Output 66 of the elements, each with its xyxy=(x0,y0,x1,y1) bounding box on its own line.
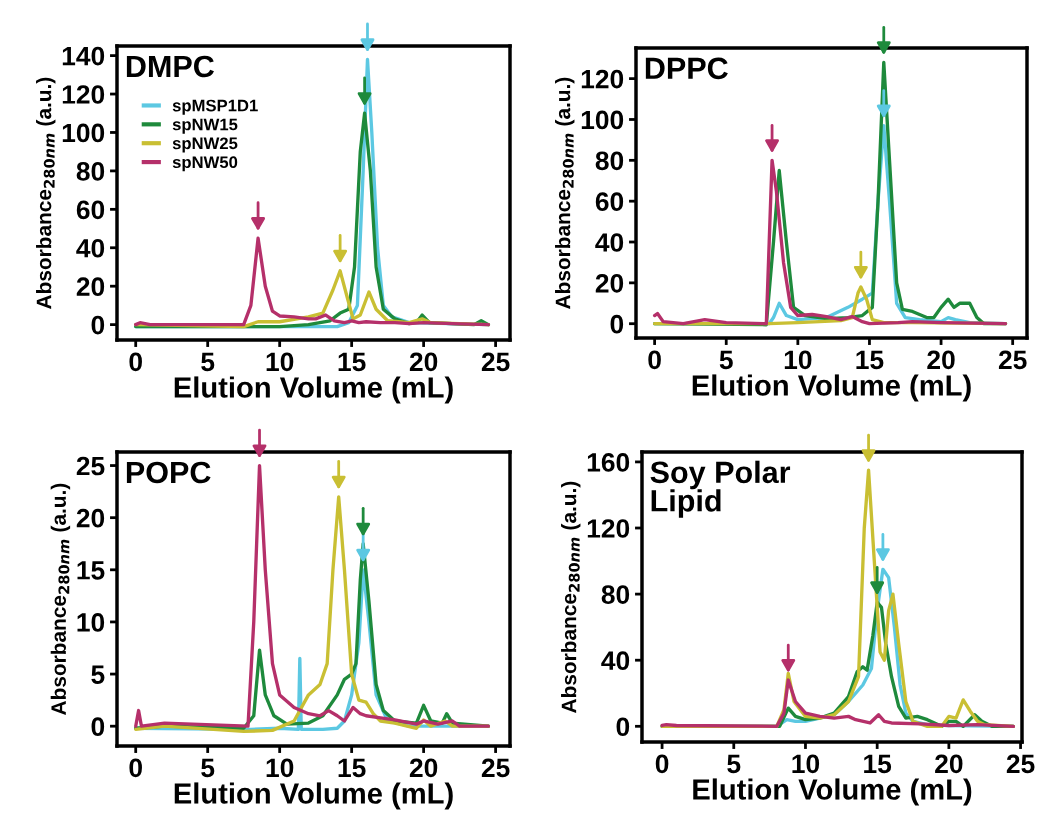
x-tick-label: 5 xyxy=(719,350,733,370)
x-tick-label: 10 xyxy=(266,352,294,372)
y-tick-label: 100 xyxy=(581,110,624,130)
x-axis-title: Elution Volume (mL) xyxy=(693,778,972,806)
x-tick-label: 10 xyxy=(784,350,812,370)
y-tick-label: 40 xyxy=(601,651,630,671)
text: Soy Polar Lipid xyxy=(650,460,791,518)
legend-label: spNW25 xyxy=(172,137,238,153)
y-tick-label: 20 xyxy=(76,277,105,297)
y-tick-label: 80 xyxy=(595,151,624,171)
x-tick-label: 0 xyxy=(129,758,142,778)
y-axis-title: Absorbance$_{280nm}$ (a.u.) xyxy=(50,483,71,715)
y-tick-label: 40 xyxy=(595,233,624,252)
y-tick-label: 20 xyxy=(76,508,105,528)
x-tick-label: 25 xyxy=(998,350,1027,370)
x-tick-label: 20 xyxy=(927,350,955,370)
y-tick-label: 0 xyxy=(91,717,105,737)
chart-title: DMPC xyxy=(126,55,214,78)
x-tick-label: 25 xyxy=(1006,754,1035,774)
legend-label: spNW15 xyxy=(172,118,238,134)
y-tick-label: 160 xyxy=(587,453,630,472)
y-tick-label: 120 xyxy=(62,85,105,104)
legend-label: spNW50 xyxy=(172,156,238,172)
x-tick-label: 10 xyxy=(792,754,820,774)
x-tick-label: 25 xyxy=(481,352,510,372)
y-tick-label: 60 xyxy=(76,200,105,220)
chart-title: DPPC xyxy=(645,57,728,80)
y-tick-label: 10 xyxy=(77,613,105,632)
y-axis-title: Absorbance$_{280nm}$ (a.u.) xyxy=(561,481,581,713)
x-axis-title: Elution Volume (mL) xyxy=(174,782,453,810)
x-tick-label: 20 xyxy=(409,758,438,778)
x-tick-label: 15 xyxy=(338,758,366,778)
y-tick-label: 80 xyxy=(76,162,105,181)
y-tick-label: 120 xyxy=(581,69,624,89)
y-tick-label: 5 xyxy=(91,665,105,684)
y-axis-title: Absorbance$_{280nm}$ (a.u.) xyxy=(36,77,56,309)
y-tick-label: 0 xyxy=(616,717,630,737)
y-tick-label: 0 xyxy=(610,314,624,334)
x-tick-label: 20 xyxy=(935,754,963,774)
x-axis-title: Elution Volume (mL) xyxy=(174,376,453,404)
x-tick-label: 20 xyxy=(409,352,438,372)
y-tick-label: 120 xyxy=(587,519,630,538)
y-tick-label: 15 xyxy=(77,561,105,580)
legend-label: spMSP1D1 xyxy=(172,99,258,115)
y-tick-label: 0 xyxy=(91,315,105,335)
y-axis-title: Absorbance$_{280nm}$ (a.u.) xyxy=(555,77,575,309)
x-tick-label: 25 xyxy=(481,758,510,778)
x-tick-label: 0 xyxy=(655,754,669,774)
chart-title: POPC xyxy=(126,461,211,484)
x-axis-title: Elution Volume (mL) xyxy=(692,374,971,402)
y-tick-label: 40 xyxy=(76,238,105,258)
y-tick-label: 140 xyxy=(62,46,105,66)
x-tick-label: 10 xyxy=(266,758,294,778)
y-tick-label: 60 xyxy=(595,192,624,211)
x-tick-label: 5 xyxy=(201,352,215,372)
x-tick-label: 0 xyxy=(129,352,142,372)
y-tick-label: 100 xyxy=(62,123,105,143)
y-tick-label: 80 xyxy=(601,585,630,604)
x-tick-label: 15 xyxy=(864,754,892,774)
x-tick-label: 0 xyxy=(648,350,661,370)
x-tick-label: 5 xyxy=(727,754,741,774)
y-tick-label: 25 xyxy=(76,456,105,476)
x-tick-label: 15 xyxy=(338,352,366,372)
x-tick-label: 5 xyxy=(201,758,215,778)
x-tick-label: 15 xyxy=(856,350,884,370)
y-tick-label: 20 xyxy=(595,273,624,293)
